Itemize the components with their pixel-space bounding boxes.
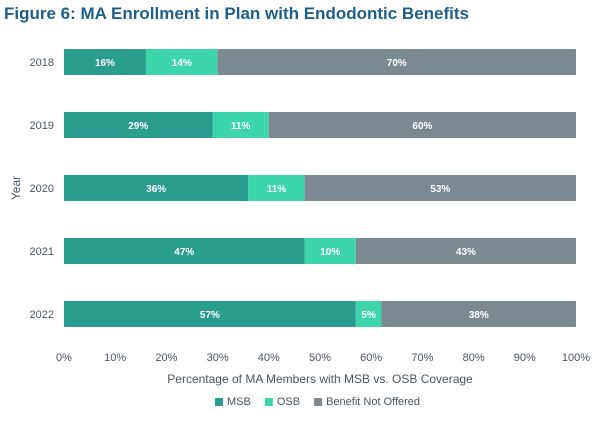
bar-osb-2018 (145, 49, 218, 75)
bar-label-benefit-not-offered-2019: 60% (412, 121, 432, 132)
bar-label-msb-2019: 29% (128, 121, 148, 132)
bar-msb-2020 (64, 175, 249, 201)
bar-label-msb-2022: 57% (200, 310, 220, 321)
year-label-2022: 2022 (30, 309, 54, 321)
bar-benefit-not-offered-2022 (381, 301, 576, 327)
x-tick-label: 20% (155, 352, 177, 364)
bar-label-benefit-not-offered-2022: 38% (469, 310, 489, 321)
x-axis-title: Percentage of MA Members with MSB vs. OS… (167, 372, 473, 386)
bars-group (64, 49, 576, 327)
legend-swatch-msb (215, 398, 223, 406)
bar-msb-2021 (64, 238, 305, 264)
bar-label-msb-2021: 47% (174, 247, 194, 258)
year-label-2019: 2019 (30, 120, 54, 132)
x-tick-label: 40% (258, 352, 280, 364)
legend: MSB OSB Benefit Not Offered (215, 396, 420, 408)
y-axis-title: Year (9, 176, 23, 200)
bar-osb-2019 (212, 112, 269, 138)
bar-benefit-not-offered-2018 (217, 49, 576, 75)
bar-msb-2018 (64, 49, 146, 75)
year-labels-group: 2018 2019 2020 2021 2022 (30, 57, 54, 321)
bar-labels-group: 16% 14% 70% 29% 11% 60% 36% 11% 53% 47% 10% 43% 57% 5… (95, 58, 489, 321)
bar-benefit-not-offered-2020 (304, 175, 576, 201)
bar-osb-2022 (355, 301, 382, 327)
x-tick-label: 70% (411, 352, 433, 364)
bar-msb-2022 (64, 301, 356, 327)
bar-label-benefit-not-offered-2021: 43% (456, 247, 476, 258)
bar-label-msb-2018: 16% (95, 58, 115, 69)
bar-label-benefit-not-offered-2020: 53% (430, 184, 450, 195)
bar-label-osb-2020: 11% (267, 184, 287, 195)
bar-osb-2021 (304, 238, 356, 264)
x-tick-label: 90% (514, 352, 536, 364)
bar-label-osb-2021: 10% (320, 247, 340, 258)
x-tick-labels-group: 0% 10% 20% 30% 40% 50% 60% 70% 80% 90% 100% (56, 352, 590, 364)
bar-label-osb-2018: 14% (172, 58, 192, 69)
x-tick-label: 30% (207, 352, 229, 364)
year-label-2018: 2018 (30, 57, 54, 69)
bar-label-benefit-not-offered-2018: 70% (387, 58, 407, 69)
legend-label-benefit-not-offered: Benefit Not Offered (326, 396, 420, 408)
bar-msb-2019 (64, 112, 213, 138)
legend-label-msb: MSB (227, 396, 251, 408)
x-tick-label: 100% (562, 352, 590, 364)
bar-osb-2020 (248, 175, 305, 201)
year-label-2020: 2020 (30, 183, 54, 195)
bar-benefit-not-offered-2021 (355, 238, 576, 264)
legend-swatch-benefit-not-offered (314, 398, 323, 406)
bar-label-osb-2019: 11% (231, 121, 251, 132)
x-tick-label: 0% (56, 352, 72, 364)
legend-label-osb: OSB (277, 396, 300, 408)
chart-title: Figure 6: MA Enrollment in Plan with End… (4, 4, 469, 23)
bar-label-osb-2022: 5% (361, 310, 376, 321)
bar-benefit-not-offered-2019 (268, 112, 576, 138)
x-tick-label: 50% (309, 352, 331, 364)
x-tick-label: 80% (463, 352, 485, 364)
legend-swatch-osb (264, 398, 273, 406)
x-tick-label: 10% (104, 352, 126, 364)
year-label-2021: 2021 (30, 246, 54, 258)
x-tick-label: 60% (360, 352, 382, 364)
bar-label-msb-2020: 36% (146, 184, 166, 195)
